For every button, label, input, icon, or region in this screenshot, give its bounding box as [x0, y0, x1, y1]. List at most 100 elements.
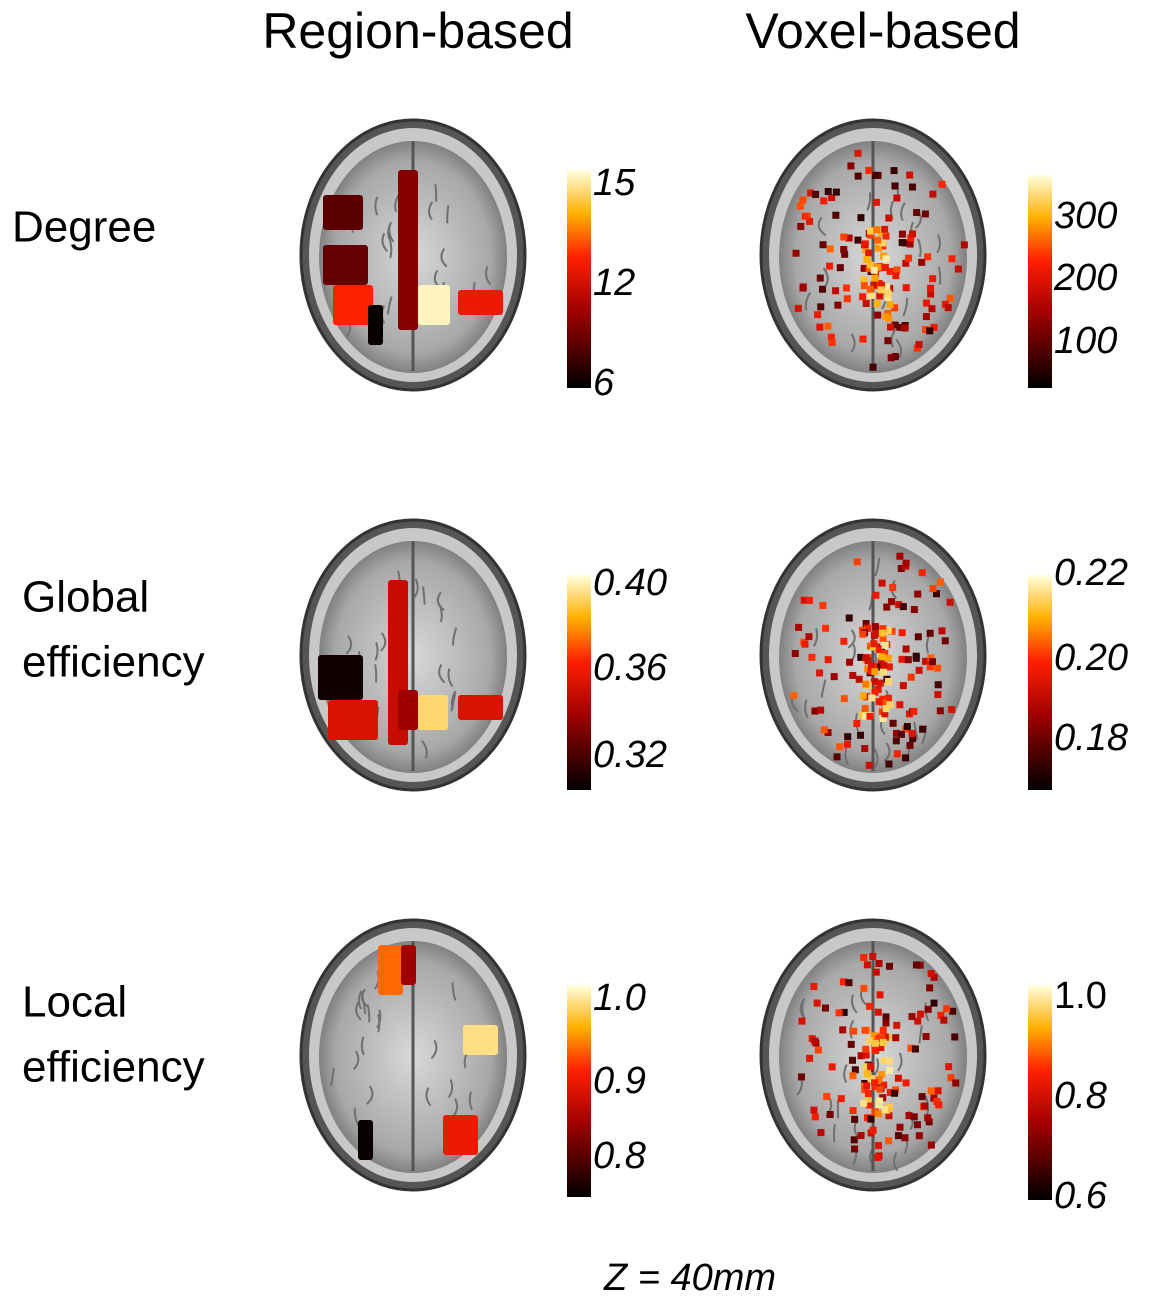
brain-slice: [761, 120, 985, 390]
voxel: [857, 732, 864, 739]
voxel: [886, 301, 893, 308]
colorbar-tick-label: 0.6: [1054, 1175, 1108, 1217]
voxel: [817, 303, 824, 310]
colorbar-tick-label: 12: [593, 262, 635, 304]
voxel: [924, 1114, 931, 1121]
voxel: [905, 255, 912, 262]
voxel: [822, 625, 829, 632]
voxel: [882, 255, 889, 262]
voxel: [889, 584, 896, 591]
voxel: [866, 762, 873, 769]
voxel: [884, 337, 891, 344]
voxel: [872, 623, 879, 630]
voxel: [882, 1106, 889, 1113]
voxel: [844, 741, 851, 748]
voxel: [914, 591, 921, 598]
voxel: [885, 761, 892, 768]
voxel: [875, 1110, 882, 1117]
voxel: [840, 638, 847, 645]
voxel: [929, 585, 936, 592]
voxel: [894, 750, 901, 757]
voxel: [943, 1005, 950, 1012]
voxel: [903, 1079, 910, 1086]
voxel: [934, 691, 941, 698]
voxel: [899, 231, 906, 238]
colorbar: [567, 575, 591, 790]
voxel: [821, 726, 828, 733]
voxel: [945, 1063, 952, 1070]
voxel: [882, 1020, 889, 1027]
voxel: [866, 1003, 873, 1010]
voxel: [919, 726, 926, 733]
voxel: [869, 953, 876, 960]
voxel: [870, 640, 877, 647]
voxel: [939, 181, 946, 188]
voxel: [802, 213, 809, 220]
voxel: [893, 1022, 900, 1029]
region-blob: [333, 285, 373, 325]
voxel: [902, 325, 909, 332]
voxel: [878, 286, 885, 293]
voxel: [824, 323, 831, 330]
voxel: [903, 284, 910, 291]
brain-slice: [301, 120, 525, 390]
voxel: [852, 1066, 859, 1073]
voxel: [927, 630, 934, 637]
voxel: [916, 1132, 923, 1139]
voxel: [851, 1136, 858, 1143]
voxel: [929, 658, 936, 665]
voxel: [834, 302, 841, 309]
voxel: [881, 226, 888, 233]
voxel: [949, 1008, 956, 1015]
region-blob: [358, 1120, 373, 1160]
colorbar-tick-label: 1.0: [593, 977, 646, 1019]
row-label: efficiency: [22, 1043, 205, 1092]
colorbar-tick-label: 0.18: [1054, 717, 1128, 759]
voxel: [885, 290, 892, 297]
voxel: [909, 184, 916, 191]
region-blob: [323, 195, 363, 230]
voxel: [839, 1026, 846, 1033]
colorbar-tick-label: 0.8: [593, 1135, 646, 1177]
voxel: [866, 713, 873, 720]
voxel: [790, 692, 797, 699]
voxel: [827, 245, 834, 252]
voxel: [913, 209, 920, 216]
voxel: [871, 632, 878, 639]
voxel: [817, 275, 824, 282]
voxel: [900, 603, 907, 610]
voxel: [815, 1047, 822, 1054]
colorbar-tick-label: 200: [1053, 257, 1117, 299]
voxel: [916, 667, 923, 674]
voxel: [814, 311, 821, 318]
voxel: [919, 1093, 926, 1100]
voxel: [860, 1100, 867, 1107]
colorbar-tick-label: 0.9: [593, 1060, 646, 1102]
voxel: [935, 1087, 942, 1094]
voxel: [853, 720, 860, 727]
voxel: [838, 1095, 845, 1102]
voxel: [874, 312, 881, 319]
voxel: [812, 1113, 819, 1120]
region-blob: [443, 1115, 478, 1155]
voxel: [890, 720, 897, 727]
voxel: [883, 1013, 890, 1020]
voxel: [798, 1018, 805, 1025]
voxel: [793, 250, 800, 257]
voxel: [863, 654, 870, 661]
voxel: [903, 646, 910, 653]
voxel: [832, 287, 839, 294]
region-blob: [328, 700, 378, 740]
colorbar: [1028, 985, 1052, 1200]
colorbar-tick-label: 1.0: [1054, 975, 1107, 1017]
region-blob: [378, 945, 403, 995]
voxel: [817, 707, 824, 714]
region-blob: [418, 695, 448, 730]
voxel: [939, 627, 946, 634]
voxel: [927, 285, 934, 292]
voxel: [909, 730, 916, 737]
voxel: [819, 602, 826, 609]
region-blob: [368, 305, 383, 345]
voxel: [947, 599, 954, 606]
voxel: [929, 275, 936, 282]
